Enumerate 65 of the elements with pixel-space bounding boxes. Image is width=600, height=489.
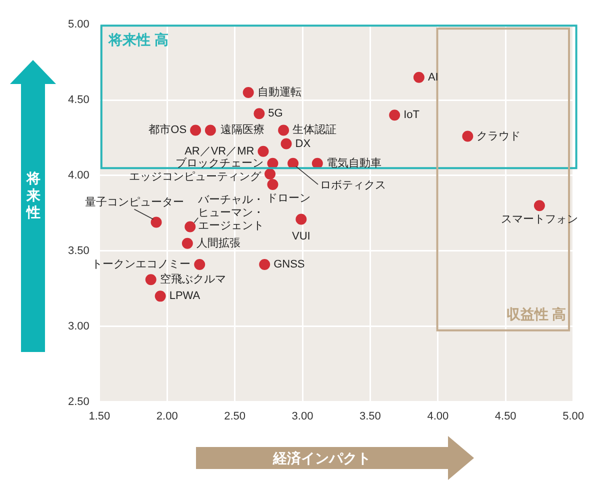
annotation: LPWA — [169, 290, 201, 302]
annotation: スマートフォン — [500, 214, 578, 226]
annotation: ブロックチェーン — [176, 156, 264, 170]
annotation: VUI — [292, 230, 310, 242]
annotation: 電気自動車 — [326, 156, 382, 170]
annotation: 遠隔医療 — [220, 123, 264, 136]
point — [278, 124, 290, 136]
y-tick-label: 2.50 — [68, 396, 90, 408]
x-axis-title: 経済インパクト — [272, 449, 372, 467]
point — [534, 200, 545, 212]
y-tick-label: 3.00 — [68, 320, 90, 332]
x-tick-label: 2.50 — [224, 410, 246, 422]
annotation: エッジコンピューティング — [129, 171, 262, 183]
point — [296, 214, 307, 225]
point — [182, 238, 193, 249]
annotation: 生体認証 — [292, 123, 337, 136]
annotation: ロボティクス — [320, 179, 386, 192]
annotation: IoT — [404, 109, 420, 122]
point — [184, 221, 196, 232]
point — [462, 130, 474, 142]
point — [259, 259, 270, 270]
x-tick-label: 4.50 — [494, 410, 516, 422]
up-arrow: 将来性 — [10, 60, 56, 352]
annotation: 空飛ぶクルマ — [160, 272, 226, 286]
annotation: クラウド — [476, 130, 521, 142]
annotation: 収益性 高 — [506, 306, 566, 322]
annotation: GNSS — [274, 258, 305, 271]
annotation: DX — [295, 138, 312, 150]
x-tick-label: 5.00 — [562, 410, 584, 422]
point — [267, 179, 278, 190]
point — [204, 124, 216, 136]
point — [145, 274, 156, 286]
annotation: 5G — [268, 108, 283, 120]
y-tick-label: 4.50 — [68, 94, 90, 106]
right-arrow: 経済インパクト — [196, 436, 474, 480]
annotation: トークンエコノミー — [92, 258, 191, 271]
annotation: AR／VR／MR — [184, 145, 254, 158]
x-tick-label: 4.00 — [427, 410, 449, 422]
x-tick-label: 3.00 — [292, 410, 314, 422]
x-tick-label: 3.50 — [359, 410, 381, 422]
point — [242, 86, 254, 98]
point — [258, 146, 269, 157]
point — [254, 108, 265, 120]
annotation: 量子コンピューター — [84, 196, 184, 208]
annotation: バーチャル・ヒューマン・エージェント — [197, 194, 264, 232]
x-tick-label: 1.50 — [88, 410, 110, 422]
point — [280, 138, 292, 150]
point — [154, 290, 166, 302]
point — [389, 110, 400, 121]
annotation: 自動運転 — [257, 86, 302, 99]
annotation: ドローン — [266, 192, 311, 205]
point — [150, 216, 162, 228]
y-tick-label: 5.00 — [68, 18, 90, 31]
annotation: 都市OS — [148, 123, 187, 136]
annotation: 将来性 高 — [107, 31, 168, 48]
y-axis-title: 将来性 — [26, 170, 41, 221]
point — [190, 124, 202, 136]
point — [194, 259, 206, 270]
x-tick-label: 2.00 — [156, 410, 178, 422]
annotation: 人間拡張 — [196, 236, 240, 250]
y-tick-label: 3.50 — [68, 244, 90, 257]
point — [413, 72, 424, 83]
y-tick-label: 4.00 — [68, 170, 90, 182]
annotation: AI — [428, 71, 438, 84]
point — [264, 168, 276, 180]
